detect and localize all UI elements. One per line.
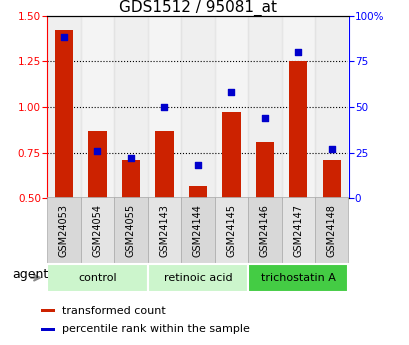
Bar xyxy=(181,197,214,264)
Text: GSM24146: GSM24146 xyxy=(259,204,269,257)
Bar xyxy=(281,16,314,198)
Text: retinoic acid: retinoic acid xyxy=(163,273,231,283)
Bar xyxy=(322,160,340,198)
Bar xyxy=(314,16,348,198)
Bar xyxy=(247,197,281,264)
Text: GSM24145: GSM24145 xyxy=(226,204,236,257)
Bar xyxy=(222,112,240,198)
Point xyxy=(328,146,334,152)
Point xyxy=(61,35,67,40)
Bar xyxy=(281,197,314,264)
Text: agent: agent xyxy=(12,268,48,281)
Bar xyxy=(114,197,147,264)
Bar xyxy=(81,197,114,264)
Title: GDS1512 / 95081_at: GDS1512 / 95081_at xyxy=(119,0,276,16)
Bar xyxy=(255,142,273,198)
Bar xyxy=(81,16,114,198)
Point xyxy=(127,155,134,161)
Bar xyxy=(147,197,181,264)
Text: GSM24143: GSM24143 xyxy=(159,204,169,257)
Bar xyxy=(147,16,181,198)
Bar xyxy=(47,264,147,292)
Bar xyxy=(247,16,281,198)
Bar xyxy=(181,16,214,198)
Bar xyxy=(288,61,307,198)
Text: GSM24054: GSM24054 xyxy=(92,204,102,257)
Text: transformed count: transformed count xyxy=(61,306,165,315)
Bar xyxy=(247,264,348,292)
Bar xyxy=(155,131,173,198)
Bar xyxy=(188,186,207,198)
Bar xyxy=(47,197,81,264)
Bar xyxy=(214,16,247,198)
Bar xyxy=(47,16,81,198)
Text: GSM24144: GSM24144 xyxy=(192,204,202,257)
Text: trichostatin A: trichostatin A xyxy=(260,273,335,283)
Bar xyxy=(40,328,55,331)
Point xyxy=(194,163,201,168)
Bar xyxy=(121,160,140,198)
Text: GSM24147: GSM24147 xyxy=(292,204,303,257)
Text: GSM24053: GSM24053 xyxy=(59,204,69,257)
Bar xyxy=(147,264,247,292)
Bar xyxy=(40,309,55,312)
Bar xyxy=(54,30,73,198)
Text: percentile rank within the sample: percentile rank within the sample xyxy=(61,325,249,334)
Point xyxy=(227,90,234,95)
Text: control: control xyxy=(78,273,117,283)
Bar xyxy=(214,197,247,264)
Bar xyxy=(114,16,147,198)
Bar xyxy=(88,131,106,198)
Point xyxy=(94,148,101,154)
Point xyxy=(261,115,267,121)
Point xyxy=(161,104,167,110)
Point xyxy=(294,49,301,55)
Bar xyxy=(314,197,348,264)
Text: GSM24148: GSM24148 xyxy=(326,204,336,257)
Text: GSM24055: GSM24055 xyxy=(126,204,135,257)
